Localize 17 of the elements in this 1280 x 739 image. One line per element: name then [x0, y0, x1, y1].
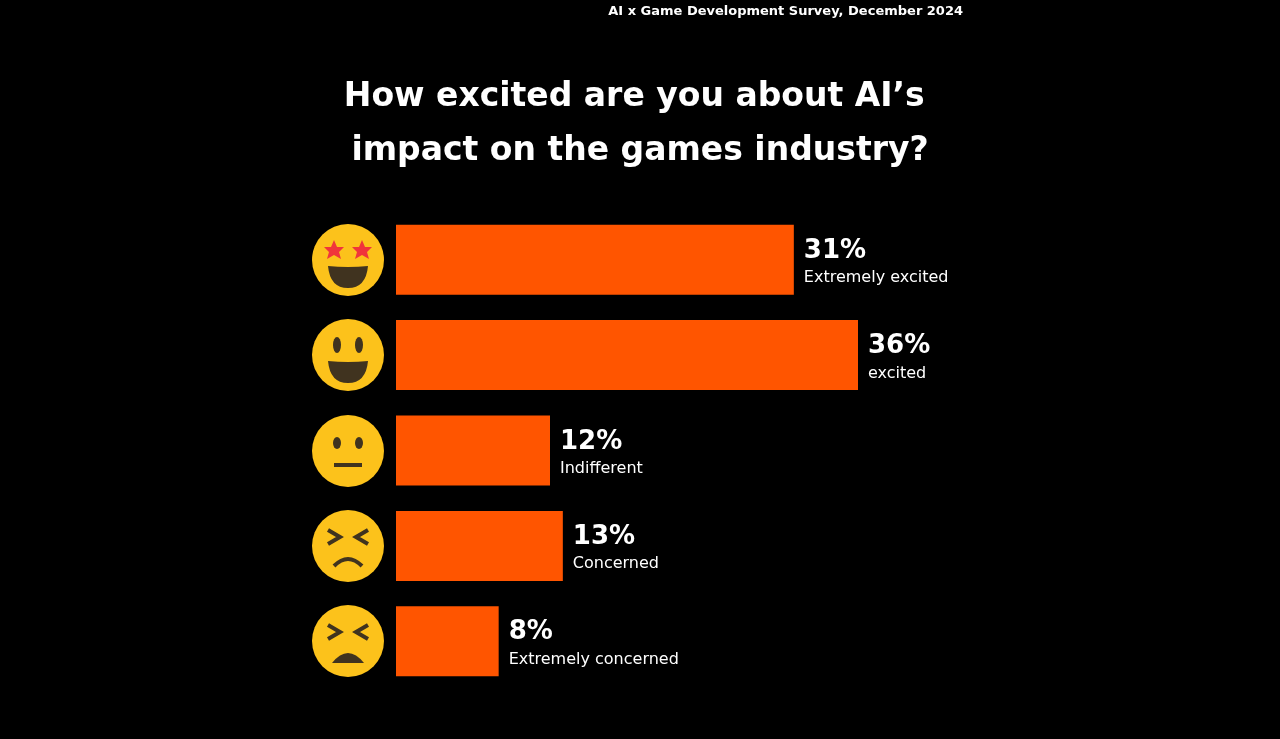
data-label: 12% [560, 424, 623, 455]
data-label: 8% [508, 615, 553, 646]
y-tick-label: Extremely excited [803, 267, 949, 287]
y-tick-label: Concerned [572, 553, 660, 573]
data-label: 31% [803, 233, 867, 264]
bar [396, 224, 794, 295]
data-label: 13% [572, 519, 636, 550]
bar [396, 320, 858, 391]
y-tick-label: excited [868, 362, 927, 382]
bar [396, 606, 499, 677]
y-tick-label: Indifferent [560, 458, 643, 477]
text: AI x Game Development Survey, December 2024 [608, 3, 964, 18]
data-label: 36% [868, 329, 931, 360]
chart-title: How excited are you about AI’s impact on the games industry? [343, 74, 937, 168]
y-tick-label: Extremely concerned [508, 648, 679, 668]
bar [396, 510, 563, 581]
bar [396, 415, 550, 486]
